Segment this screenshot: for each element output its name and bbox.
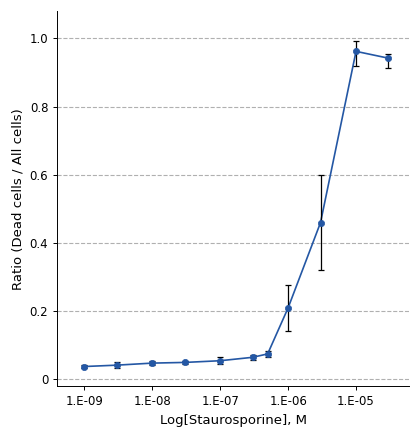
- Y-axis label: Ratio (Dead cells / All cells): Ratio (Dead cells / All cells): [11, 108, 24, 290]
- X-axis label: Log[Staurosporine], M: Log[Staurosporine], M: [160, 414, 307, 427]
